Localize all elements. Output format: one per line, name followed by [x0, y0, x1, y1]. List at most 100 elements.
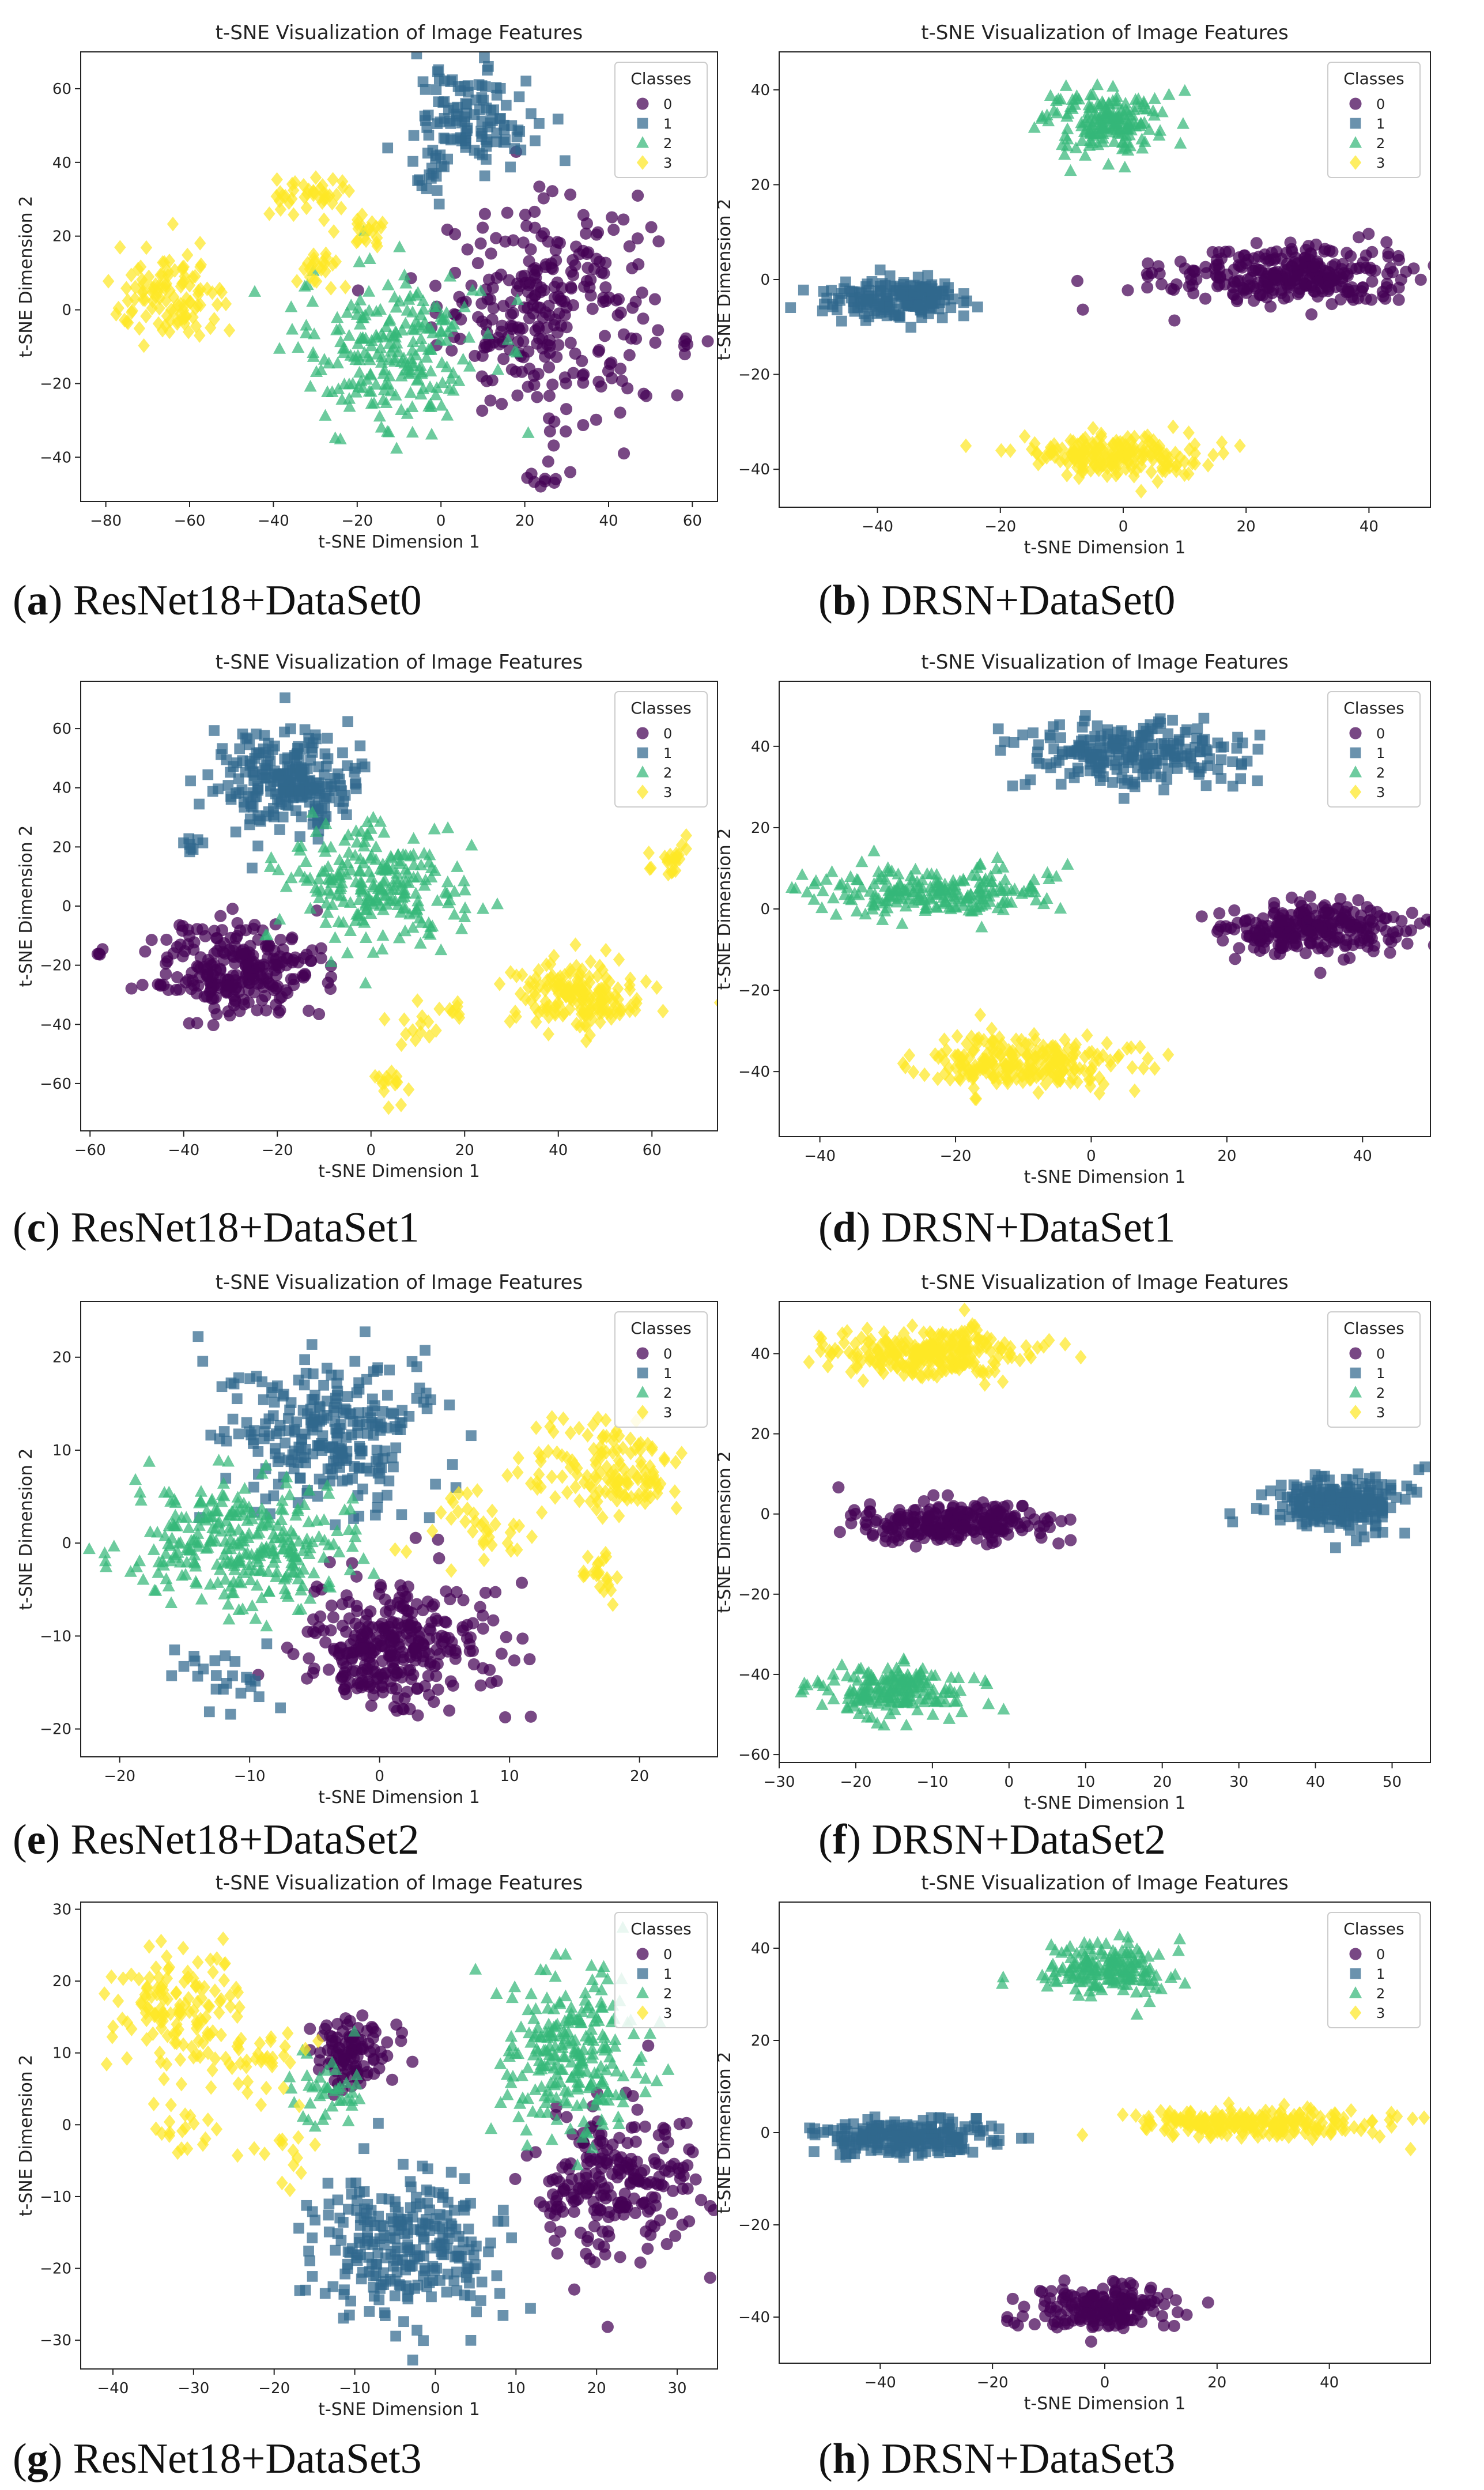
- point-class-3: [651, 980, 663, 995]
- point-class-1: [309, 729, 321, 741]
- point-class-0: [520, 220, 533, 232]
- point-class-0: [1227, 281, 1240, 293]
- panel-c: t-SNE Visualization of Image Features −60…: [0, 628, 742, 1257]
- point-class-2: [270, 1565, 284, 1578]
- point-class-2: [448, 908, 461, 920]
- point-class-3: [389, 1542, 401, 1557]
- point-class-3: [1085, 463, 1097, 478]
- point-class-2: [1084, 88, 1097, 101]
- point-class-2: [1078, 149, 1092, 161]
- point-class-3: [564, 1425, 577, 1440]
- point-class-0: [1233, 942, 1245, 954]
- point-class-0: [228, 999, 240, 1012]
- point-class-1: [359, 761, 371, 772]
- point-class-1: [460, 98, 471, 109]
- point-class-3: [1059, 1054, 1072, 1069]
- point-class-0: [237, 998, 250, 1011]
- point-class-1: [277, 1390, 289, 1402]
- scatter-chart: t-SNE Visualization of Image Features−20…: [16, 1271, 718, 1808]
- point-class-3: [201, 281, 213, 296]
- point-class-0: [1406, 907, 1418, 919]
- point-class-2: [180, 1511, 193, 1523]
- point-class-1: [500, 134, 511, 146]
- point-class-3: [445, 1511, 458, 1526]
- point-class-2: [327, 1537, 341, 1550]
- point-class-0: [322, 1663, 335, 1676]
- point-class-2: [409, 315, 422, 327]
- chart-title: t-SNE Visualization of Image Features: [921, 651, 1289, 674]
- point-class-1: [1109, 759, 1121, 771]
- point-class-3: [966, 1071, 979, 1086]
- point-class-2: [375, 421, 388, 433]
- point-class-0: [429, 1612, 442, 1625]
- point-class-2: [447, 384, 460, 396]
- y-tick-label: 20: [52, 1349, 71, 1367]
- point-class-1: [1017, 729, 1028, 741]
- point-class-2: [392, 931, 406, 944]
- point-class-0: [500, 1631, 512, 1643]
- legend-label: 2: [663, 1385, 672, 1401]
- point-class-0: [303, 1005, 315, 1017]
- point-class-2: [374, 341, 387, 353]
- point-class-2: [218, 1548, 231, 1560]
- point-class-0: [1338, 953, 1350, 966]
- point-class-1: [306, 1339, 318, 1350]
- point-class-2: [224, 1579, 237, 1592]
- point-class-1: [798, 284, 809, 296]
- point-class-0: [280, 984, 292, 997]
- point-class-1: [382, 1390, 393, 1401]
- point-class-0: [408, 1642, 421, 1655]
- point-class-0: [385, 1636, 398, 1649]
- point-class-1: [251, 748, 262, 759]
- point-class-3: [582, 1006, 594, 1021]
- point-class-2: [333, 322, 346, 334]
- point-class-0: [1231, 293, 1244, 305]
- point-class-3: [561, 1485, 573, 1500]
- point-class-1: [279, 726, 290, 738]
- point-class-1: [241, 733, 253, 745]
- point-class-0: [1380, 912, 1392, 925]
- point-class-3: [591, 968, 603, 983]
- point-class-1: [319, 769, 330, 780]
- x-tick-label: 20: [455, 1142, 474, 1159]
- point-class-2: [1124, 123, 1138, 135]
- point-class-3: [549, 1490, 561, 1505]
- point-class-2: [867, 844, 881, 857]
- point-class-2: [896, 917, 909, 929]
- point-class-2: [996, 896, 1009, 908]
- point-class-1: [294, 831, 305, 842]
- point-class-3: [669, 1484, 681, 1499]
- point-class-2: [859, 907, 872, 920]
- point-class-0: [1296, 900, 1308, 912]
- point-class-2: [217, 1477, 231, 1489]
- point-class-2: [335, 889, 348, 901]
- point-class-2: [319, 845, 332, 857]
- point-class-3: [594, 959, 606, 974]
- point-class-3: [581, 1428, 594, 1443]
- point-class-0: [541, 322, 553, 334]
- x-tick-label: −20: [341, 512, 373, 530]
- point-class-0: [405, 1624, 418, 1637]
- point-class-1: [1045, 732, 1056, 744]
- point-class-3: [535, 1449, 547, 1465]
- point-class-3: [507, 1517, 520, 1533]
- point-class-1: [216, 1381, 228, 1393]
- point-class-1: [411, 52, 422, 59]
- point-class-3: [577, 1564, 590, 1579]
- point-class-1: [1132, 762, 1143, 774]
- point-class-0: [314, 1610, 327, 1623]
- point-class-0: [1155, 278, 1168, 290]
- x-tick-label: −20: [940, 1148, 972, 1165]
- point-class-3: [632, 1437, 645, 1452]
- point-class-0: [1212, 258, 1225, 271]
- point-class-0: [1357, 281, 1369, 294]
- point-class-2: [246, 1512, 259, 1525]
- point-class-2: [1136, 102, 1150, 115]
- point-class-2: [307, 350, 320, 362]
- point-class-0: [649, 336, 662, 349]
- point-class-3: [935, 1047, 947, 1062]
- point-class-2: [415, 367, 428, 379]
- point-class-1: [295, 771, 306, 782]
- point-class-1: [1179, 727, 1191, 738]
- point-class-2: [428, 823, 441, 835]
